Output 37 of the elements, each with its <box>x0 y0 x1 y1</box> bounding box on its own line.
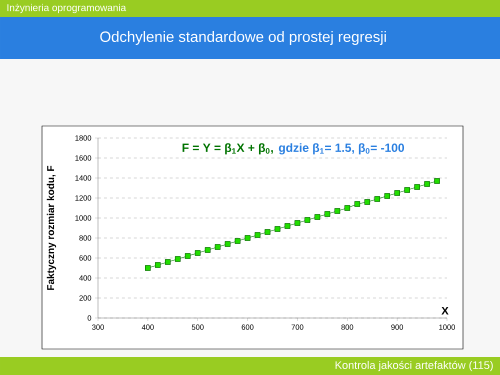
point <box>374 196 380 202</box>
point <box>394 190 400 196</box>
point <box>194 250 201 256</box>
y-axis-title: Faktyczny rozmiar kodu, F <box>46 166 56 290</box>
point <box>434 178 440 184</box>
x-axis-title: X <box>441 306 449 314</box>
point <box>404 187 410 193</box>
point <box>184 253 191 259</box>
point <box>264 229 270 235</box>
point <box>164 259 171 265</box>
point <box>145 265 151 271</box>
chart-title: Odchylenie standardowe od prostej regresji <box>100 31 386 45</box>
point <box>364 199 370 205</box>
point <box>224 241 230 247</box>
annotation: F = Y = β$_{1}$X + β$_{0}$, <box>182 143 273 154</box>
point <box>354 201 360 207</box>
annotation: gdzie β$_{1}$= 1.5, β$_{0}$= -100 <box>278 143 404 154</box>
point <box>304 217 310 223</box>
point <box>414 184 420 190</box>
point <box>174 256 181 262</box>
point <box>384 193 390 199</box>
point <box>234 238 240 244</box>
text: Kontrola jakości artefaktów (115) <box>336 360 493 372</box>
point <box>244 235 250 241</box>
point <box>324 211 330 217</box>
point <box>424 181 430 187</box>
text: Inżynieria oprogramowania <box>7 4 126 14</box>
point <box>314 214 320 220</box>
point <box>254 232 260 238</box>
point <box>204 247 211 253</box>
point <box>214 244 221 250</box>
point <box>154 262 161 268</box>
point <box>274 226 280 232</box>
point <box>344 205 350 211</box>
point <box>334 208 340 214</box>
point <box>284 223 290 229</box>
point <box>294 220 300 226</box>
